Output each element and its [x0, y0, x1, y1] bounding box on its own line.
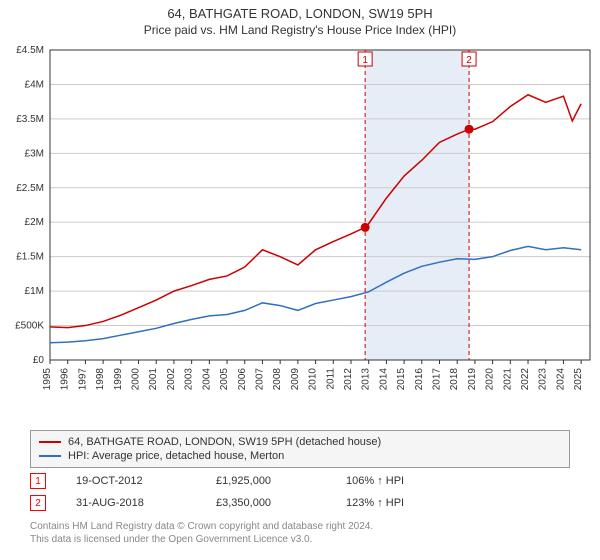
svg-text:1999: 1999 [113, 368, 124, 391]
legend-item: HPI: Average price, detached house, Mert… [39, 449, 561, 463]
svg-text:£0: £0 [33, 355, 45, 366]
footer-line: This data is licensed under the Open Gov… [30, 533, 570, 546]
svg-text:2009: 2009 [290, 368, 301, 391]
svg-text:2024: 2024 [555, 368, 566, 391]
svg-text:2014: 2014 [378, 368, 389, 391]
chart-legend: 64, BATHGATE ROAD, LONDON, SW19 5PH (det… [30, 430, 570, 468]
svg-text:£4M: £4M [25, 79, 44, 90]
svg-text:2013: 2013 [361, 368, 372, 391]
footer-line: Contains HM Land Registry data © Crown c… [30, 520, 570, 533]
page-subtitle: Price paid vs. HM Land Registry's House … [0, 21, 600, 37]
svg-text:2008: 2008 [272, 368, 283, 391]
page-title: 64, BATHGATE ROAD, LONDON, SW19 5PH [0, 0, 600, 21]
svg-text:1997: 1997 [77, 368, 88, 391]
sales-table: 1 19-OCT-2012 £1,925,000 106% ↑ HPI 2 31… [30, 470, 570, 514]
svg-text:2021: 2021 [502, 368, 513, 391]
sale-badge: 2 [30, 495, 46, 511]
price-chart: £0 £500K £1M £1.5M £2M £2.5M £3M £3.5M £4M £4.5M 1… [0, 40, 600, 420]
sale-price: £3,350,000 [216, 497, 346, 509]
svg-text:2: 2 [466, 55, 472, 66]
svg-text:£500K: £500K [15, 321, 44, 332]
sale-date: 31-AUG-2018 [76, 497, 216, 509]
svg-text:2005: 2005 [219, 368, 230, 391]
svg-text:2003: 2003 [184, 368, 195, 391]
svg-text:1995: 1995 [42, 368, 53, 391]
svg-text:2018: 2018 [449, 368, 460, 391]
svg-text:2011: 2011 [325, 368, 336, 390]
svg-text:£3M: £3M [25, 148, 44, 159]
svg-text:2016: 2016 [414, 368, 425, 391]
svg-text:1996: 1996 [60, 368, 71, 391]
svg-text:2025: 2025 [573, 368, 584, 391]
svg-text:£2M: £2M [25, 217, 44, 228]
svg-text:2001: 2001 [148, 368, 159, 391]
svg-text:2023: 2023 [538, 368, 549, 391]
svg-text:2019: 2019 [467, 368, 478, 391]
legend-label: HPI: Average price, detached house, Mert… [68, 450, 284, 462]
table-row: 1 19-OCT-2012 £1,925,000 106% ↑ HPI [30, 470, 570, 492]
svg-text:£2.5M: £2.5M [16, 183, 44, 194]
svg-text:2015: 2015 [396, 368, 407, 391]
svg-text:£4.5M: £4.5M [16, 45, 44, 56]
svg-text:2000: 2000 [131, 368, 142, 391]
svg-text:2007: 2007 [254, 368, 265, 391]
sale-price: £1,925,000 [216, 475, 346, 487]
legend-swatch-property [39, 441, 61, 443]
sale-hpi-pct: 106% ↑ HPI [346, 475, 486, 487]
sale-hpi-pct: 123% ↑ HPI [346, 497, 486, 509]
legend-item: 64, BATHGATE ROAD, LONDON, SW19 5PH (det… [39, 435, 561, 449]
svg-text:£1.5M: £1.5M [16, 252, 44, 263]
svg-text:2010: 2010 [308, 368, 319, 391]
svg-text:1: 1 [362, 55, 368, 66]
legend-swatch-hpi [39, 455, 61, 457]
sale-badge: 1 [30, 473, 46, 489]
svg-text:2022: 2022 [520, 368, 531, 391]
footer-attribution: Contains HM Land Registry data © Crown c… [30, 520, 570, 546]
page-container: 64, BATHGATE ROAD, LONDON, SW19 5PH Pric… [0, 0, 600, 560]
table-row: 2 31-AUG-2018 £3,350,000 123% ↑ HPI [30, 492, 570, 514]
svg-text:2017: 2017 [432, 368, 443, 391]
svg-text:1998: 1998 [95, 368, 106, 391]
svg-text:2002: 2002 [166, 368, 177, 391]
svg-text:£3.5M: £3.5M [16, 114, 44, 125]
svg-text:2006: 2006 [237, 368, 248, 391]
svg-text:£1M: £1M [25, 286, 44, 297]
sale-date: 19-OCT-2012 [76, 475, 216, 487]
svg-text:2020: 2020 [485, 368, 496, 391]
legend-label: 64, BATHGATE ROAD, LONDON, SW19 5PH (det… [68, 436, 381, 448]
svg-text:2004: 2004 [201, 368, 212, 391]
svg-text:2012: 2012 [343, 368, 354, 391]
